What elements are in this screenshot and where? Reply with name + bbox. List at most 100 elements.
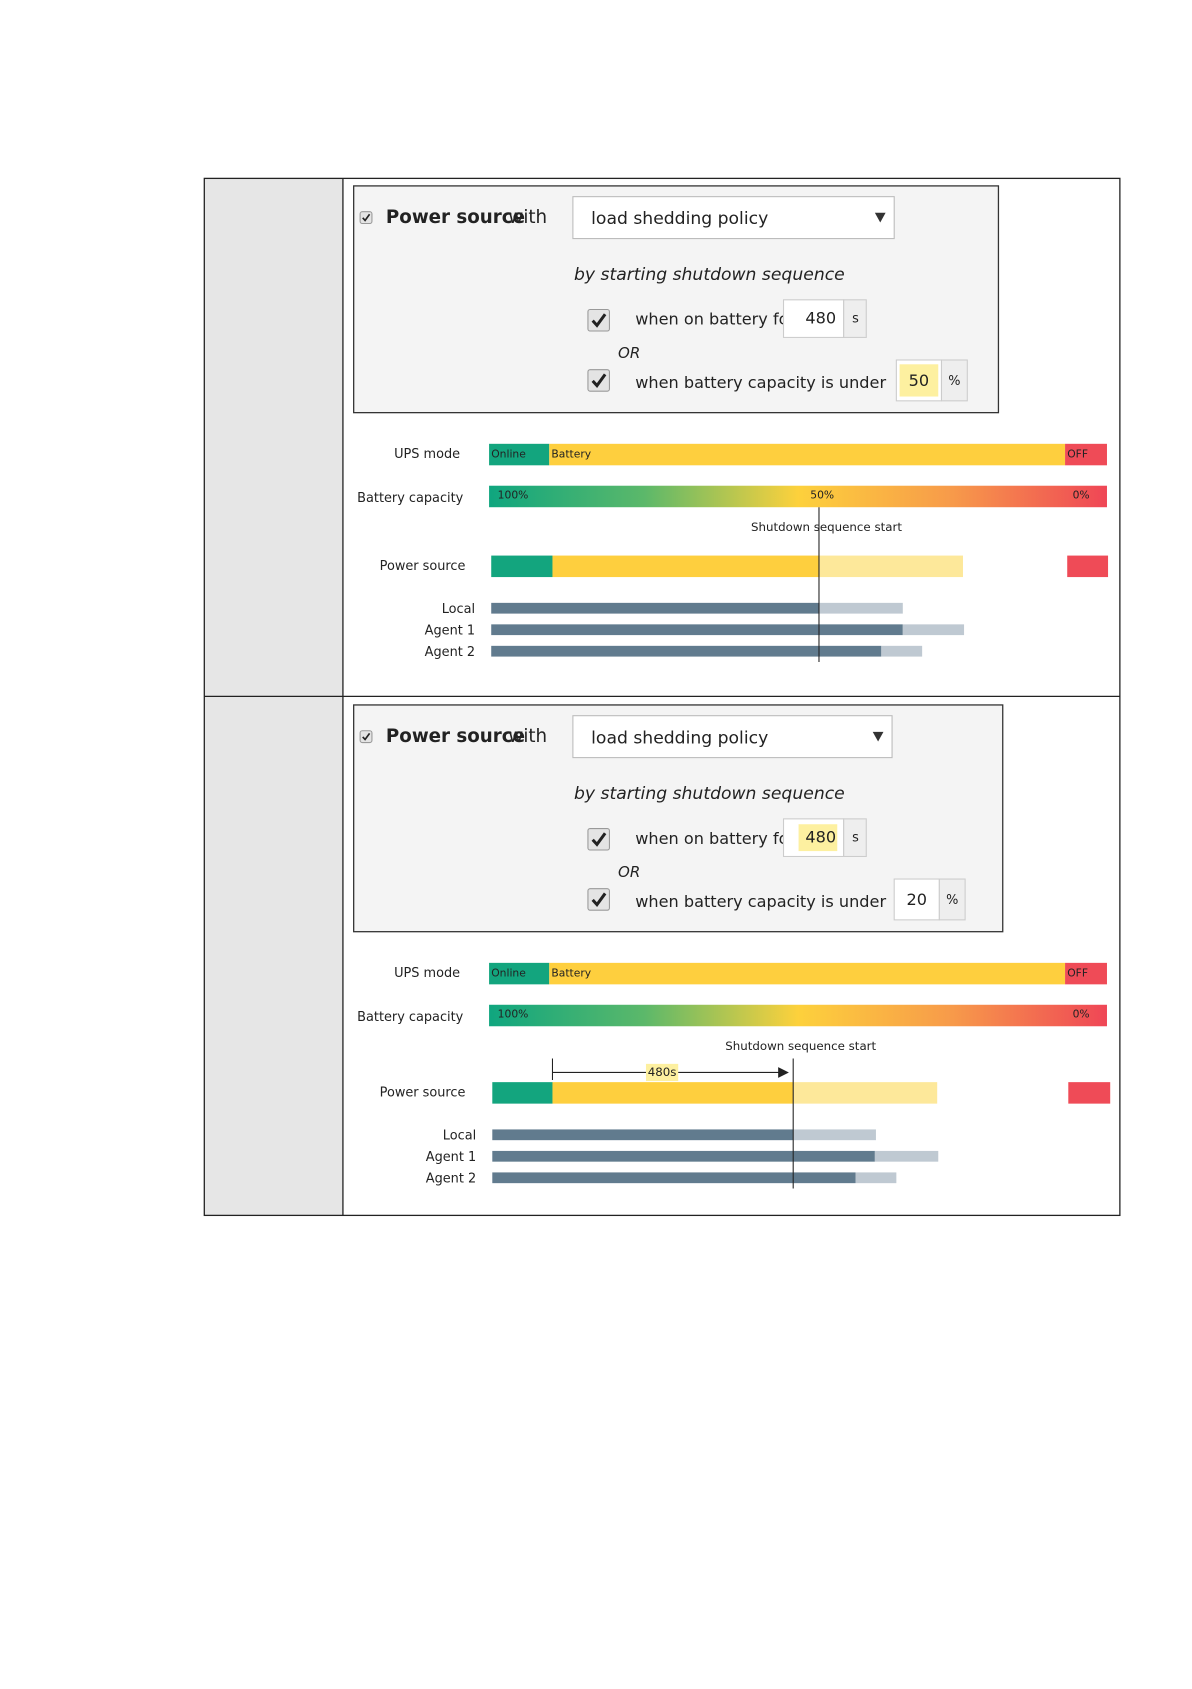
power-battery [552,1082,794,1104]
ups-mode-segment [489,962,550,985]
ups-mode-segment [549,443,1066,466]
agent-bar [492,1150,875,1162]
with-label: with [508,726,547,747]
policy-value: load shedding policy [591,728,768,748]
with-label: with [508,207,547,228]
battery-time-label: when on battery for [635,829,795,848]
power-battery-remaining [818,555,963,578]
agent-bar [492,1172,856,1184]
source-label: Power source [386,207,525,228]
capacity-bar-label: Battery capacity [357,491,463,506]
power-source-label: Power source [380,1085,466,1100]
agent-bar-remaining [818,602,903,614]
check-mark [591,892,607,907]
battery-time-value: 480 [805,828,836,847]
unit-box [940,359,968,402]
highlight [899,364,939,397]
unit-box [938,878,966,921]
or-label: OR [618,344,640,362]
shutdown-label: Shutdown sequence start [751,520,902,534]
checkbox [359,730,373,744]
capacity-mark: 0% [1073,488,1090,501]
agent-label: Local [443,1128,476,1143]
checkbox [587,827,610,851]
subtitle: by starting shutdown sequence [574,265,845,285]
or-label: OR [618,863,640,881]
shutdown-label: Shutdown sequence start [725,1039,876,1053]
dropdown-arrow [874,212,886,223]
highlight [798,824,838,852]
agent-label: Agent 1 [426,1150,476,1165]
capacity-value: 50 [909,371,929,390]
ups-mode-state: OFF [1067,967,1088,980]
checkbox [359,211,373,225]
ups-mode-segment [549,962,1066,985]
checkbox [587,308,610,332]
capacity-mark: 50% [810,488,834,501]
policy-dropdown [572,196,895,240]
table [203,177,1121,1217]
capacity-mark: 100% [498,488,529,501]
agent-label: Local [442,602,475,617]
policy-value: load shedding policy [591,209,768,229]
agent-bar [491,645,882,657]
ups-mode-segment [1065,443,1107,466]
capacity-unit: % [946,893,958,908]
check-mark [591,832,607,847]
agent-bar [492,1129,794,1141]
capacity-unit: % [948,374,960,389]
agent-bar-remaining [902,624,965,636]
agent-label: Agent 1 [425,623,475,638]
capacity-label: when battery capacity is under [635,373,886,392]
checkbox [587,888,610,911]
battery-time-unit: s [852,312,859,327]
check-mark [591,313,607,328]
check-mark [591,373,607,388]
ups-mode-state: Online [491,967,526,980]
unit-box [843,299,867,338]
check-mark [362,732,371,741]
capacity-bar [489,1004,1107,1027]
power-off [1067,555,1109,578]
agent-bar [491,624,903,636]
policy-dropdown [572,715,893,759]
capacity-mark: 100% [498,1007,529,1020]
arrow-head [778,1067,789,1078]
agent-bar-remaining [881,645,923,657]
power-source-label: Power source [380,559,466,574]
power-online [491,555,553,578]
capacity-mark: 0% [1073,1007,1090,1020]
ups-mode-state: Online [491,448,526,461]
timeline: UPS mode Online Battery OFF Battery capacity… [357,962,1111,1189]
battery-time-label: when on battery for [635,310,795,329]
source-label: Power source [386,726,525,747]
ups-mode-segment [1065,962,1107,985]
ups-mode-label: UPS mode [394,966,460,981]
dropdown-arrow [872,731,884,742]
battery-time-unit: s [852,831,859,846]
agent-label: Agent 2 [426,1171,476,1186]
capacity-bar-label: Battery capacity [357,1010,463,1025]
power-online [492,1082,553,1104]
ups-mode-state: Battery [551,448,591,461]
ups-mode-state: OFF [1067,448,1088,461]
ups-mode-label: UPS mode [394,447,460,462]
delay-highlight [645,1063,679,1082]
checkbox [587,369,610,392]
capacity-label: when battery capacity is under [635,892,886,911]
unit-box [843,818,867,858]
battery-time-value: 480 [805,309,836,328]
power-off [1068,1082,1111,1104]
agent-bar-remaining [793,1129,876,1141]
agent-bar-remaining [874,1150,939,1162]
timeline: UPS mode Online Battery OFF Battery capacity… [357,443,1109,662]
ups-mode-state: Battery [551,967,591,980]
power-battery [552,555,819,578]
agent-bar-remaining [855,1172,897,1184]
capacity-bar [489,485,1107,508]
check-mark [362,213,371,222]
delay-label: 480s [648,1065,677,1079]
